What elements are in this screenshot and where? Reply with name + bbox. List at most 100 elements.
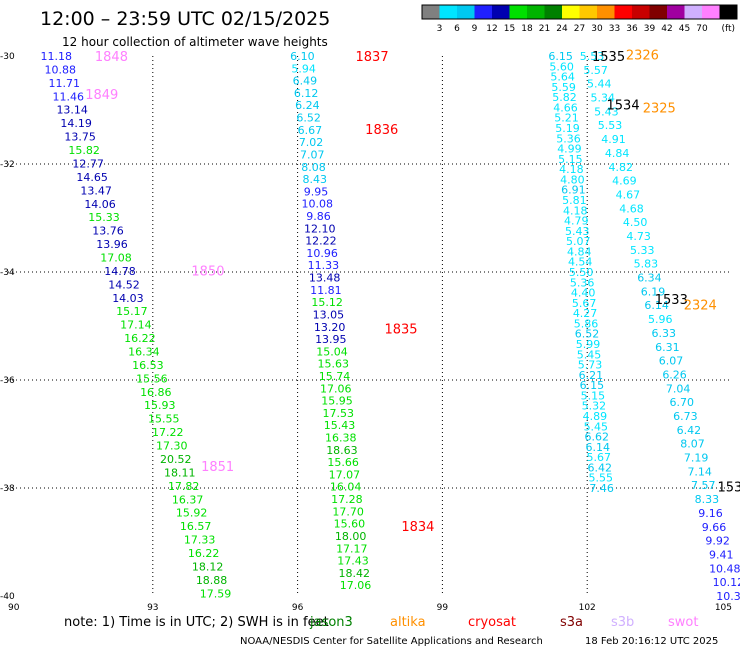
swh-value: 5.34 (591, 92, 616, 105)
swh-value: 11.33 (308, 259, 340, 272)
swh-value: 5.45 (577, 348, 602, 361)
swh-value: 6.21 (579, 369, 604, 382)
swh-value: 5.99 (576, 338, 601, 351)
swh-value: 13.76 (92, 225, 124, 238)
swh-value: 11.18 (41, 50, 73, 63)
swh-value: 5.36 (570, 276, 595, 289)
cycle-labels: 1848 1849 1850 1851 1837 1836 1835 1834 1535 2326… (85, 48, 740, 534)
swh-value: 15.63 (318, 358, 350, 371)
swh-value: 7.19 (684, 452, 709, 465)
swh-value: 16.57 (180, 520, 212, 533)
swh-value: 11.46 (52, 90, 84, 103)
swh-value: 4.80 (560, 173, 585, 186)
swh-value: 5.64 (550, 71, 575, 84)
swh-value: 6.24 (295, 99, 320, 112)
legend-swatch (509, 5, 527, 19)
swh-value: 12.77 (72, 157, 104, 170)
swh-value: 15.33 (88, 211, 120, 224)
swh-value: 17.06 (320, 382, 352, 395)
cycle-label: 1837 (356, 50, 389, 65)
swh-value: 5.15 (581, 389, 606, 402)
swh-value: 7.46 (589, 482, 614, 495)
y-tick-label: -40 (0, 592, 15, 602)
swh-value: 9.95 (304, 185, 329, 198)
swh-value: 17.28 (331, 493, 363, 506)
legend-swatch (474, 5, 492, 19)
swh-value: 10.88 (44, 63, 76, 76)
swh-value: 13.75 (64, 131, 96, 144)
swh-value: 13.48 (309, 272, 341, 285)
swh-value: 17.82 (168, 480, 200, 493)
swh-value: 10.08 (301, 198, 333, 211)
swh-value: 16.22 (124, 332, 156, 345)
legend-label: 21 (539, 24, 550, 34)
cycle-label: 1533 (655, 293, 688, 308)
swh-value: 18.12 (192, 560, 224, 573)
swh-value: 16.38 (325, 432, 357, 445)
swh-value: 5.67 (572, 297, 597, 310)
swh-value: 15.55 (148, 413, 180, 426)
swh-value: 5.43 (594, 105, 619, 118)
swh-value: 5.44 (587, 78, 612, 91)
legend-swatch (702, 5, 720, 19)
swh-value: 5.86 (574, 317, 599, 330)
cycle-label: 2324 (684, 298, 717, 313)
x-tick-label: 102 (579, 603, 596, 613)
swh-value: 16.04 (330, 481, 362, 494)
legend-swatch (614, 5, 632, 19)
swh-value: 6.91 (561, 184, 586, 197)
satellite-legend-item: altika (390, 615, 426, 630)
swh-value: 14.78 (104, 265, 136, 278)
swh-value: 17.14 (120, 319, 152, 332)
cycle-label: 1851 (201, 460, 234, 475)
swh-value: 8.33 (695, 493, 720, 506)
cycle-label: 1850 (191, 264, 224, 279)
swh-value: 5.50 (569, 266, 594, 279)
swh-value: 4.66 (553, 101, 578, 114)
cycle-label: 2326 (626, 48, 659, 63)
swh-value: 10.12 (713, 576, 740, 589)
swh-value: 7.04 (666, 382, 691, 395)
legend-label: 30 (591, 24, 603, 34)
swh-value: 13.95 (315, 333, 347, 346)
swh-value: 6.42 (677, 424, 702, 437)
swh-value: 15.12 (311, 296, 343, 309)
swh-value: 4.27 (573, 307, 598, 320)
swh-value: 18.11 (164, 466, 196, 479)
legend-label: 24 (556, 24, 568, 34)
swh-value: 17.30 (156, 440, 188, 453)
swh-value: 6.14 (586, 441, 611, 454)
swh-value: 4.68 (619, 202, 644, 215)
swh-value: 5.33 (630, 244, 655, 257)
swh-value: 5.60 (549, 60, 574, 73)
footer-timestamp: 18 Feb 20:16:12 UTC 2025 (585, 636, 718, 647)
legend-label: 36 (626, 24, 638, 34)
swh-value: 15.43 (324, 419, 356, 432)
legend-unit: (ft) (721, 24, 735, 34)
swh-value: 17.17 (336, 542, 368, 555)
satellite-tracks: 11.1810.8811.7111.4613.1414.1913.7515.82… (41, 50, 740, 603)
swh-value: 6.19 (641, 285, 666, 298)
swh-value: 5.73 (578, 359, 603, 372)
swh-value: 7.02 (299, 136, 324, 149)
swh-value: 5.07 (566, 235, 591, 248)
swh-value: 11.71 (48, 77, 80, 90)
swh-value: 6.42 (587, 461, 612, 474)
x-tick-label: 99 (437, 603, 449, 613)
swh-value: 4.18 (563, 204, 588, 217)
swh-value: 12.22 (305, 235, 337, 248)
swh-value: 16.53 (132, 359, 164, 372)
cycle-label: 1532 (718, 480, 740, 495)
satellite-legend-item: s3b (611, 615, 634, 630)
satellite-legend-item: cryosat (468, 615, 516, 630)
swh-value: 15.60 (334, 518, 366, 531)
y-tick-label: -38 (0, 484, 15, 494)
swh-value: 15.93 (144, 399, 176, 412)
legend-label: 18 (521, 24, 533, 34)
chart-subtitle: 12 hour collection of altimeter wave hei… (62, 35, 328, 49)
swh-value: 16.86 (140, 386, 172, 399)
x-tick-label: 105 (715, 603, 732, 613)
satellite-legend-item: swot (668, 615, 698, 630)
legend-label: 6 (454, 24, 460, 34)
swh-value: 6.70 (670, 396, 695, 409)
